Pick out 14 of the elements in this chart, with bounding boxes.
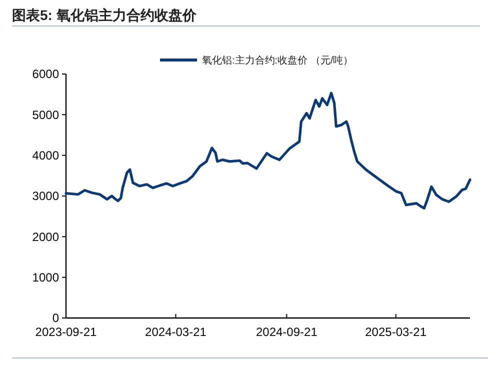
y-tick-label: 0	[52, 311, 60, 326]
chart-title: 图表5: 氧化铝主力合约收盘价	[12, 7, 198, 23]
y-tick-label: 1000	[32, 270, 60, 285]
y-tick-label: 2000	[32, 230, 60, 244]
x-tick-label: 2025-03-21	[365, 325, 427, 339]
line-series	[64, 92, 472, 210]
legend-label: 氧化铝:主力合约:收盘价 （元/吨）	[202, 54, 354, 66]
y-tick-label: 3000	[32, 189, 60, 204]
y-tick-label: 4000	[32, 148, 60, 163]
y-tick-label: 5000	[32, 108, 60, 122]
x-tick-label: 2024-09-21	[256, 325, 318, 339]
x-tick-label: 2024-03-21	[145, 325, 207, 339]
x-tick-label: 2023-09-21	[35, 325, 98, 339]
y-tick-label: 6000	[32, 67, 60, 82]
